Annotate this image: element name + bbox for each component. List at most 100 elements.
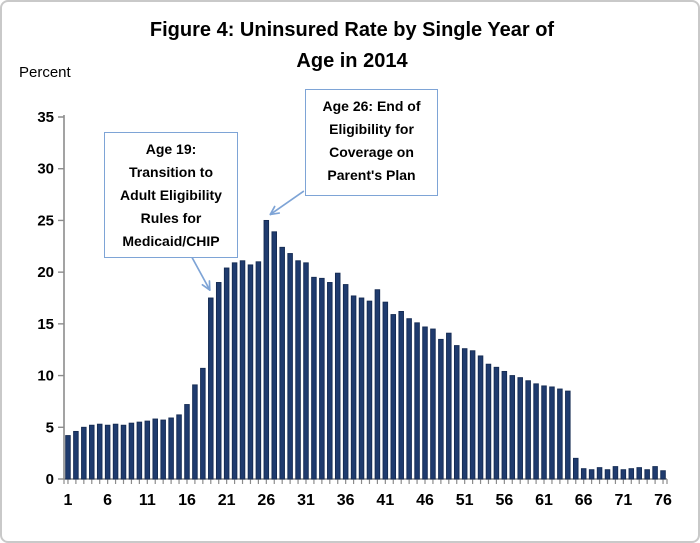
bar-age-53: [477, 355, 484, 480]
bar-age-41: [382, 301, 389, 480]
bar-age-31: [303, 262, 309, 480]
bar-age-35: [334, 272, 341, 480]
bar-age-71: [620, 469, 627, 480]
y-tick-label: 30: [37, 161, 54, 178]
bar-age-75: [652, 466, 658, 480]
bar-age-52: [469, 350, 476, 480]
bar-age-10: [136, 421, 143, 480]
bar-age-14: [168, 417, 174, 480]
bar-age-9: [128, 422, 135, 480]
bar-age-23: [239, 260, 246, 480]
y-tick-label: 5: [46, 419, 54, 436]
bar-age-24: [247, 264, 254, 480]
bar-age-8: [120, 424, 127, 480]
annotation-text: Rules for: [140, 210, 202, 226]
bar-age-34: [327, 282, 333, 480]
bar-age-2: [73, 430, 79, 480]
x-tick-label: 6: [103, 492, 112, 509]
annotation-arrowhead-age-26: [269, 212, 281, 216]
bar-age-29: [287, 253, 293, 480]
annotation-text: Medicaid/CHIP: [122, 233, 220, 249]
bar-age-26: [263, 219, 270, 480]
x-tick-label: 66: [575, 492, 593, 509]
bar-age-6: [104, 424, 111, 480]
bar-age-54: [485, 363, 492, 480]
bar-age-51: [461, 348, 468, 480]
annotation-text: Parent's Plan: [327, 167, 416, 183]
y-tick-label: 15: [37, 316, 54, 333]
bar-age-21: [223, 267, 230, 480]
x-tick-label: 46: [416, 492, 434, 509]
bar-age-15: [176, 414, 182, 480]
bar-age-64: [565, 390, 571, 480]
bar-age-27: [271, 231, 278, 480]
chart-title-line-1: Figure 4: Uninsured Rate by Single Year …: [149, 19, 555, 41]
bar-age-18: [200, 367, 206, 480]
x-tick-label: 31: [297, 492, 315, 509]
annotation-arrowhead-age-19: [201, 283, 211, 291]
bar-age-3: [81, 426, 87, 480]
bar-age-19: [208, 297, 214, 480]
y-tick-label: 25: [37, 212, 54, 229]
bar-age-13: [160, 419, 166, 480]
bar-age-45: [414, 322, 420, 480]
bar-age-39: [366, 300, 373, 480]
bar-age-60: [533, 383, 539, 480]
bar-age-28: [279, 246, 285, 480]
bar-age-62: [549, 386, 555, 480]
bar-age-38: [358, 297, 365, 480]
bar-age-47: [430, 328, 436, 480]
annotation-box-age-26: Age 26: End of Eligibility for Coverage …: [305, 89, 438, 196]
bar-age-30: [295, 260, 301, 480]
annotation-arrow-age-19: [190, 256, 211, 291]
bar-age-25: [255, 261, 262, 480]
annotation-text: Transition to: [129, 164, 213, 180]
bar-age-44: [406, 318, 412, 480]
y-tick-label: 0: [46, 471, 54, 488]
bar-age-4: [89, 424, 95, 480]
bar-age-40: [374, 289, 381, 480]
x-tick-label: 71: [614, 492, 632, 509]
bar-age-59: [525, 380, 531, 480]
bar-age-37: [350, 295, 357, 480]
y-axis-unit-label: Percent: [19, 64, 71, 81]
x-tick-label: 56: [495, 492, 513, 509]
bar-age-69: [604, 469, 611, 480]
bar-age-43: [398, 310, 404, 480]
bar-age-67: [588, 469, 595, 480]
annotation-text: Coverage on: [329, 144, 414, 160]
x-tick-label: 61: [535, 492, 553, 509]
bar-age-7: [112, 423, 119, 480]
annotation-text: Age 19:: [145, 141, 197, 157]
x-tick-label: 21: [218, 492, 236, 509]
bar-age-72: [628, 468, 635, 480]
bar-age-48: [438, 338, 444, 480]
bar-age-20: [215, 282, 222, 480]
x-tick-label: 51: [456, 492, 474, 509]
bar-age-33: [319, 277, 325, 480]
bar-age-68: [596, 467, 603, 480]
bar-age-55: [493, 366, 500, 480]
x-tick-label: 16: [178, 492, 196, 509]
bar-age-36: [342, 284, 349, 480]
bar-age-65: [573, 457, 579, 480]
y-tick-label: 20: [37, 264, 54, 281]
annotation-arrowhead-age-26: [269, 205, 276, 216]
bar-age-61: [541, 385, 547, 480]
x-tick-label: 36: [337, 492, 355, 509]
annotation-text: Adult Eligibility: [120, 187, 222, 203]
bar-age-42: [390, 314, 397, 480]
bar-age-50: [453, 345, 460, 480]
bar-age-5: [96, 423, 103, 480]
bar-age-76: [660, 470, 666, 480]
x-tick-label: 76: [654, 492, 672, 509]
bar-age-46: [422, 326, 428, 480]
annotation-text: Eligibility for: [329, 121, 414, 137]
bar-age-63: [557, 388, 563, 480]
bar-age-32: [311, 276, 317, 480]
bar-age-73: [636, 467, 642, 480]
bar-age-74: [644, 469, 650, 480]
annotation-text: Age 26: End of: [322, 98, 421, 114]
